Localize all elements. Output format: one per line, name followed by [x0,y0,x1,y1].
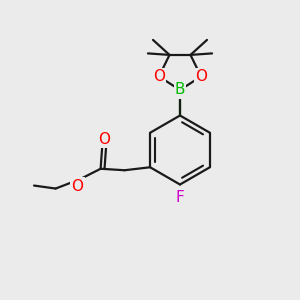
Text: O: O [98,132,110,147]
Text: F: F [176,190,184,206]
Text: O: O [71,178,83,194]
Text: B: B [175,82,185,98]
Text: O: O [153,69,165,84]
Text: O: O [195,69,207,84]
